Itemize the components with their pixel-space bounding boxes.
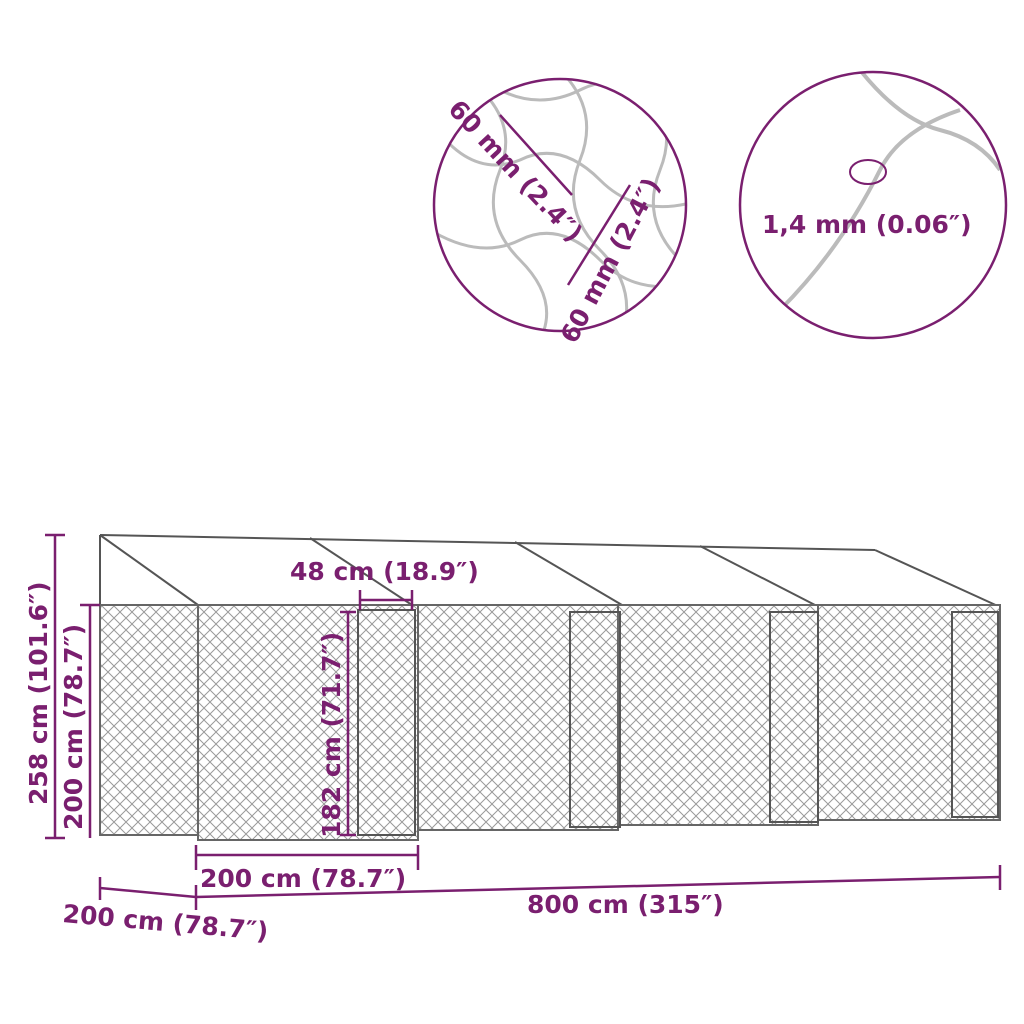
dimension-lines [45,533,1002,910]
kennel-section-2 [417,604,619,831]
mesh-width-label: 60 mm (2.4″) [443,94,589,247]
wire-diameter-label: 1,4 mm (0.06″) [762,210,972,239]
mesh-detail-circle: 60 mm (2.4″) 60 mm (2.4″) [432,77,688,348]
kennel-section-3 [617,604,819,826]
mesh-height-line [566,184,632,286]
kennel-door-1 [357,609,416,836]
door-height-label: 182 cm (71.7″) [317,632,346,838]
total-height-label: 258 cm (101.6″) [24,581,53,805]
section-width-label: 200 cm (78.7″) [200,864,406,893]
kennel-door-4 [951,611,999,818]
kennel-side-panel [99,604,199,836]
dog-kennel-illustration [99,534,1001,841]
depth-label: 200 cm (78.7″) [61,899,269,946]
wire-detail-circle: 1,4 mm (0.06″) [738,70,1008,340]
mesh-width-line [499,114,573,196]
kennel-door-2 [569,611,621,828]
kennel-section-4 [817,604,1001,821]
door-width-label: 48 cm (18.9″) [290,557,479,586]
wire-diameter-marker [849,159,887,185]
total-length-label: 800 cm (315″) [527,890,724,919]
wall-height-label: 200 cm (78.7″) [59,624,88,830]
kennel-section-1 [197,604,419,841]
kennel-door-3 [769,611,819,823]
